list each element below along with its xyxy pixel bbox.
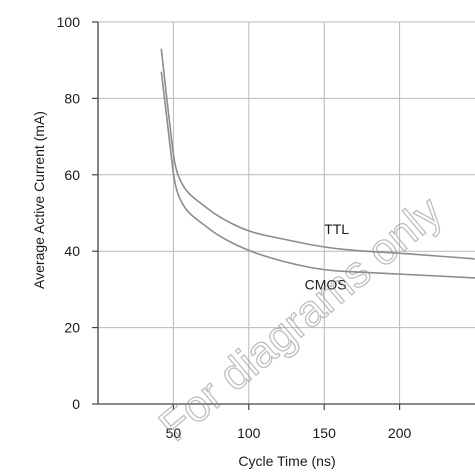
series-label-ttl: TTL <box>324 221 349 237</box>
x-tick-label-200: 200 <box>388 425 412 441</box>
y-tick-label-20: 20 <box>64 320 80 336</box>
x-tick-label-50: 50 <box>166 425 182 441</box>
y-tick-label-100: 100 <box>57 14 81 30</box>
grid <box>98 21 475 404</box>
series-label-cmos: CMOS <box>305 276 347 292</box>
series-labels: TTL CMOS <box>305 221 350 292</box>
y-tick-label-40: 40 <box>64 243 80 259</box>
x-axis-title: Cycle Time (ns) <box>238 453 335 469</box>
watermark: For diagrams only <box>150 187 451 451</box>
series-line-ttl <box>160 48 475 260</box>
y-tick-label-60: 60 <box>64 167 80 183</box>
series-line-cmos <box>160 71 475 279</box>
y-axis-title: Average Active Current (mA) <box>31 111 47 289</box>
x-tick-label-100: 100 <box>237 425 261 441</box>
y-tick-label-0: 0 <box>72 396 80 412</box>
tick-labels: 0 20 40 60 80 100 50 100 150 200 <box>57 14 412 441</box>
y-tick-label-80: 80 <box>64 90 80 106</box>
x-tick-label-150: 150 <box>313 425 337 441</box>
series-lines <box>160 48 475 279</box>
axes <box>92 21 475 410</box>
